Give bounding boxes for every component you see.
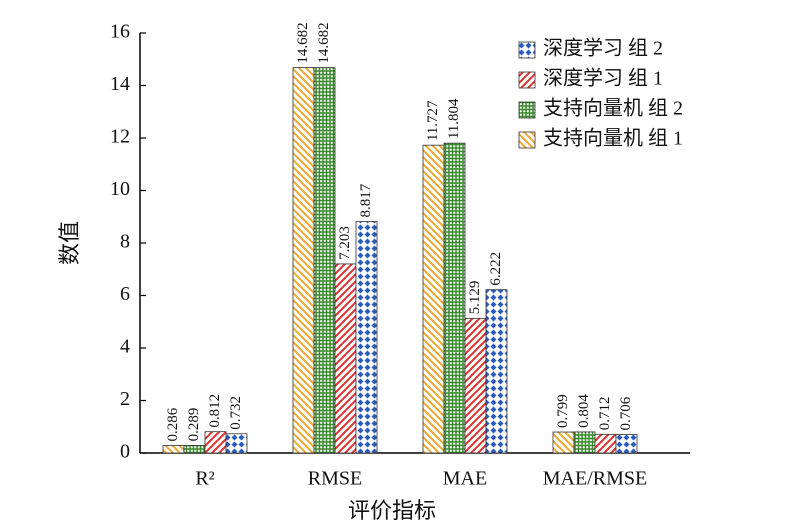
bar <box>225 433 248 454</box>
x-axis-title: 评价指标 <box>348 498 436 523</box>
legend-swatch <box>518 71 536 89</box>
value-label: 0.812 <box>207 394 223 428</box>
legend-swatch <box>518 101 536 119</box>
y-tick-label: 16 <box>110 21 130 43</box>
value-label: 14.682 <box>316 22 332 63</box>
value-label: 6.222 <box>488 252 504 286</box>
y-tick-label: 2 <box>120 388 130 410</box>
value-label: 11.727 <box>425 100 441 141</box>
y-tick-label: 10 <box>110 178 130 200</box>
bar <box>162 445 185 454</box>
value-label: 8.817 <box>358 183 374 217</box>
y-tick-label: 4 <box>120 336 130 358</box>
value-label: 0.289 <box>186 408 202 442</box>
bar <box>615 434 638 454</box>
y-tick-label: 6 <box>120 283 130 305</box>
bar <box>573 431 596 454</box>
bar <box>464 317 487 454</box>
legend-label: 支持向量机 组 1 <box>543 127 683 150</box>
y-tick-label: 0 <box>120 441 130 463</box>
value-label: 0.732 <box>228 396 244 430</box>
value-label: 0.286 <box>165 407 181 441</box>
y-axis-title: 数值 <box>57 221 82 265</box>
x-tick-label: MAE <box>443 468 487 490</box>
bar <box>485 289 508 454</box>
y-tick-label: 12 <box>110 126 130 148</box>
bar <box>292 67 315 454</box>
bar <box>204 431 227 454</box>
legend-swatch <box>518 131 536 149</box>
value-label: 7.203 <box>337 226 353 260</box>
value-label: 0.706 <box>618 396 634 430</box>
value-label: 0.712 <box>597 397 613 431</box>
bar <box>334 263 357 454</box>
value-label: 0.804 <box>576 394 592 428</box>
value-label: 0.799 <box>555 394 571 428</box>
bar <box>313 67 336 454</box>
y-tick-label: 8 <box>120 231 130 253</box>
bar <box>355 221 378 454</box>
x-tick-label: MAE/RMSE <box>543 468 647 490</box>
legend-label: 支持向量机 组 2 <box>543 97 683 120</box>
legend-swatch <box>518 41 536 59</box>
x-tick-label: R² <box>195 468 214 490</box>
legend-label: 深度学习 组 2 <box>543 37 663 60</box>
bar <box>594 433 617 454</box>
bar <box>443 142 466 454</box>
bar <box>183 445 206 454</box>
value-label: 11.804 <box>446 98 462 139</box>
bar <box>422 144 445 454</box>
value-label: 14.682 <box>295 22 311 63</box>
bar <box>552 431 575 454</box>
y-tick-label: 14 <box>110 73 130 95</box>
legend-label: 深度学习 组 1 <box>543 67 663 90</box>
x-tick-label: RMSE <box>308 468 362 490</box>
value-label: 5.129 <box>467 281 483 315</box>
